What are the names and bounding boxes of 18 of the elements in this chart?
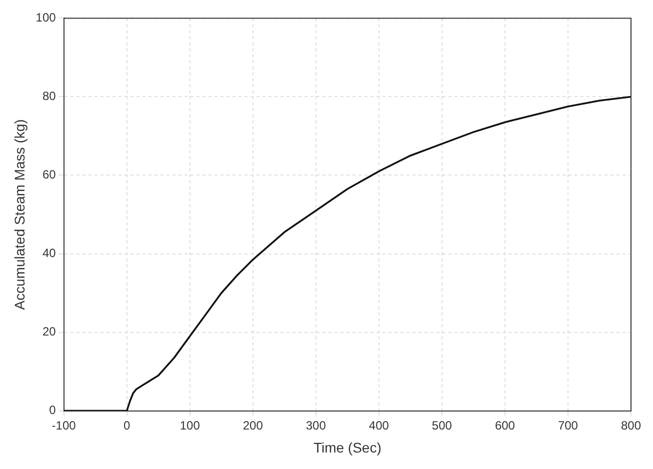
x-tick-label: -100: [52, 418, 76, 432]
y-axis-title: Accumulated Steam Mass (kg): [11, 119, 28, 310]
x-tick-label: 600: [494, 418, 516, 432]
y-tick-label: 80: [42, 89, 56, 104]
x-tick-label: 800: [620, 418, 642, 432]
x-tick-label: 100: [180, 418, 200, 432]
y-tick-label: 40: [42, 246, 56, 260]
y-tick-label: 20: [42, 324, 56, 339]
x-tick-label: 400: [368, 418, 390, 432]
y-tick-label: 100: [36, 10, 56, 25]
x-tick-label: 200: [242, 418, 264, 432]
x-tick-label: 0: [124, 418, 130, 432]
y-tick-label: 0: [49, 403, 56, 418]
x-tick-label: 300: [306, 418, 326, 432]
x-axis-title: Time (Sec): [313, 439, 382, 456]
x-tick-label: 500: [432, 418, 452, 432]
y-tick-label: 60: [42, 168, 56, 182]
x-tick-label: 700: [558, 418, 578, 432]
